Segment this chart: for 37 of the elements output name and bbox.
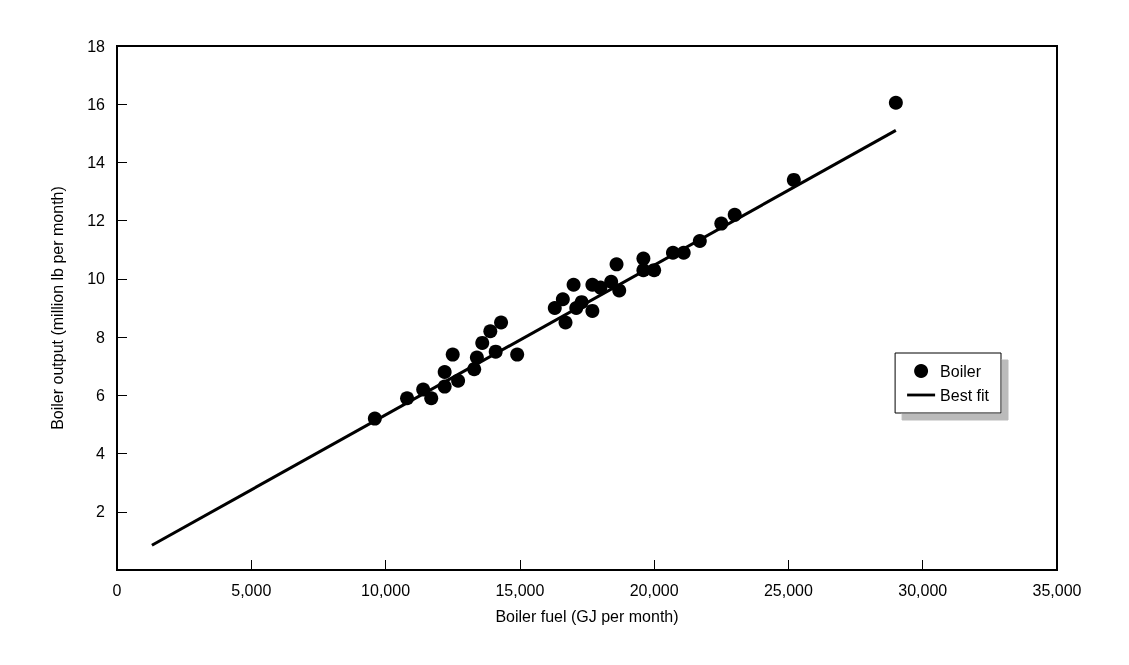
point <box>510 347 525 362</box>
x-axis-title: Boiler fuel (GJ per month) <box>495 607 679 625</box>
y-tick-label: 18 <box>87 37 106 55</box>
y-tick-label: 12 <box>87 212 106 230</box>
point <box>437 365 452 380</box>
point <box>424 391 439 406</box>
point <box>475 335 490 350</box>
point <box>566 277 581 292</box>
y-tick-label: 4 <box>96 445 106 463</box>
y-tick-label: 14 <box>87 153 106 171</box>
point <box>555 292 570 307</box>
x-tick-label: 15,000 <box>495 581 545 599</box>
x-tick-label: 10,000 <box>361 581 411 599</box>
point <box>547 301 562 315</box>
point <box>604 274 619 289</box>
legend-label: Best fit <box>940 386 990 404</box>
y-tick-label: 10 <box>87 270 106 288</box>
x-tick-label: 5,000 <box>231 581 272 599</box>
point <box>609 257 624 272</box>
y-axis-title: Boiler output (million lb per month) <box>48 186 66 430</box>
x-tick-label: 25,000 <box>763 581 813 599</box>
point <box>786 172 801 187</box>
y-tick-label: 6 <box>96 386 106 404</box>
point <box>483 324 498 339</box>
y-tick-label: 2 <box>96 503 106 521</box>
point <box>585 303 600 318</box>
x-tick-label: 20,000 <box>629 581 679 599</box>
point <box>558 315 573 330</box>
x-tick-label: 0 <box>112 581 122 599</box>
y-tick-label: 8 <box>96 328 106 346</box>
legend-label: Boiler <box>940 362 982 380</box>
point <box>445 347 460 362</box>
x-tick-label: 30,000 <box>898 581 948 599</box>
x-tick-label: 35,000 <box>1032 581 1082 599</box>
y-tick-label: 16 <box>87 95 106 113</box>
point <box>494 315 509 330</box>
point <box>888 95 903 110</box>
